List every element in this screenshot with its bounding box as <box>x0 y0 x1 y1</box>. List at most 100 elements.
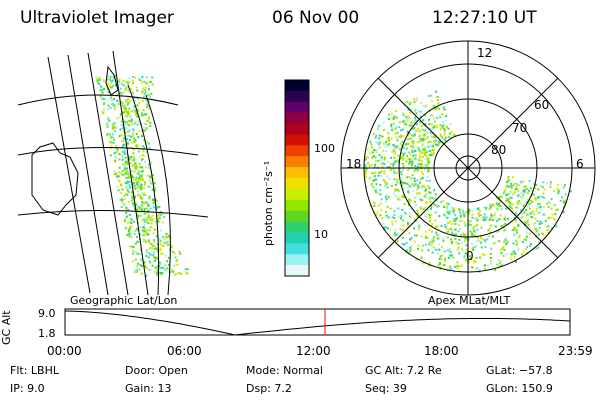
aurora-pixel <box>509 205 512 208</box>
aurora-pixel <box>412 133 415 136</box>
aurora-pixel <box>454 237 457 240</box>
aurora-pixel <box>128 227 131 230</box>
aurora-pixel <box>134 141 137 144</box>
aurora-pixel <box>514 218 517 221</box>
aurora-pixel <box>437 142 440 145</box>
aurora-pixel <box>133 96 136 99</box>
aurora-pixel <box>123 168 126 171</box>
aurora-pixel <box>515 228 518 231</box>
aurora-pixel <box>471 234 474 237</box>
aurora-pixel <box>388 113 391 116</box>
aurora-pixel <box>139 206 142 209</box>
aurora-pixel <box>504 223 507 226</box>
aurora-pixel <box>507 185 510 188</box>
aurora-pixel <box>106 121 109 124</box>
aurora-pixel <box>411 158 414 161</box>
aurora-pixel <box>469 220 472 223</box>
aurora-pixel <box>135 165 138 168</box>
aurora-pixel <box>426 160 429 163</box>
aurora-pixel <box>478 269 481 272</box>
aurora-pixel <box>505 253 508 256</box>
aurora-pixel <box>388 139 391 142</box>
aurora-pixel <box>405 212 408 215</box>
aurora-pixel <box>377 147 380 150</box>
aurora-pixel <box>406 120 409 123</box>
aurora-pixel <box>430 94 433 97</box>
aurora-pixel <box>529 245 532 248</box>
aurora-pixel <box>471 232 474 235</box>
aurora-pixel <box>148 253 151 256</box>
aurora-pixel <box>166 267 169 270</box>
aurora-pixel <box>522 180 525 183</box>
aurora-pixel <box>485 216 488 219</box>
aurora-pixel <box>151 83 154 86</box>
aurora-pixel <box>133 195 136 198</box>
aurora-pixel <box>563 199 566 202</box>
aurora-pixel <box>149 216 152 219</box>
aurora-pixel <box>433 105 436 108</box>
aurora-pixel <box>125 109 128 112</box>
aurora-pixel <box>141 170 144 173</box>
aurora-pixel <box>380 163 383 166</box>
aurora-pixel <box>127 110 130 113</box>
aurora-pixel <box>441 121 444 124</box>
aurora-pixel <box>467 266 470 269</box>
aurora-pixel <box>131 190 134 193</box>
aurora-pixel <box>401 177 404 180</box>
aurora-pixel <box>412 190 415 193</box>
aurora-pixel <box>446 216 449 219</box>
aurora-pixel <box>465 236 468 239</box>
aurora-pixel <box>402 146 405 149</box>
aurora-pixel <box>410 134 413 137</box>
aurora-pixel <box>136 146 139 149</box>
aurora-pixel <box>424 145 427 148</box>
aurora-pixel <box>125 170 128 173</box>
aurora-pixel <box>373 149 376 152</box>
aurora-pixel <box>132 159 135 162</box>
aurora-pixel <box>105 125 108 128</box>
aurora-pixel <box>379 183 382 186</box>
aurora-pixel <box>151 76 154 79</box>
aurora-pixel <box>428 261 431 264</box>
aurora-pixel <box>408 124 411 127</box>
aurora-pixel <box>523 211 526 214</box>
aurora-pixel <box>531 216 534 219</box>
aurora-pixel <box>140 179 143 182</box>
aurora-pixel <box>126 160 129 163</box>
aurora-pixel <box>509 202 512 205</box>
aurora-pixel <box>153 256 156 259</box>
aurora-pixel <box>398 168 401 171</box>
aurora-pixel <box>148 107 151 110</box>
aurora-pixel <box>137 150 140 153</box>
aurora-pixel <box>421 249 424 252</box>
aurora-pixel <box>479 242 482 245</box>
aurora-pixel <box>130 245 133 248</box>
aurora-pixel <box>402 165 405 168</box>
aurora-pixel <box>416 128 419 131</box>
aurora-pixel <box>143 181 146 184</box>
aurora-pixel <box>434 193 437 196</box>
aurora-pixel <box>443 129 446 132</box>
aurora-pixel <box>157 206 160 209</box>
aurora-pixel <box>445 224 448 227</box>
aurora-pixel <box>410 177 413 180</box>
aurora-pixel <box>148 175 151 178</box>
aurora-pixel <box>420 151 423 154</box>
aurora-pixel <box>503 190 506 193</box>
aurora-pixel <box>390 125 393 128</box>
aurora-pixel <box>479 236 482 239</box>
aurora-pixel <box>124 160 127 163</box>
aurora-pixel <box>148 260 151 263</box>
aurora-pixel <box>483 253 486 256</box>
aurora-pixel <box>447 203 450 206</box>
aurora-pixel <box>142 87 145 90</box>
aurora-pixel <box>372 155 375 158</box>
aurora-pixel <box>544 235 547 238</box>
aurora-pixel <box>487 235 490 238</box>
aurora-pixel <box>448 254 451 257</box>
aurora-pixel <box>536 220 539 223</box>
aurora-pixel <box>436 125 439 128</box>
aurora-pixel <box>118 158 121 161</box>
aurora-pixel <box>416 209 419 212</box>
aurora-pixel <box>548 202 551 205</box>
